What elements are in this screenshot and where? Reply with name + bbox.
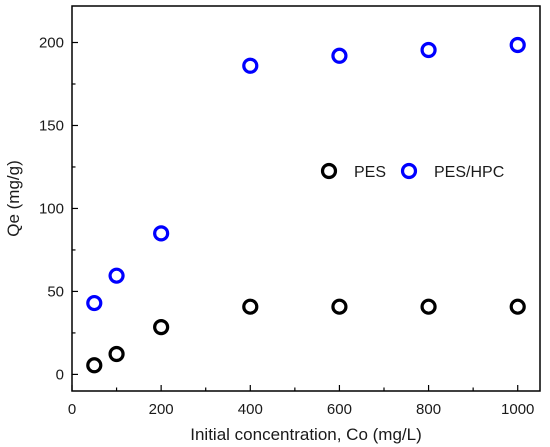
pes-hpc-data-point — [242, 57, 259, 74]
x-tick-label: 200 — [149, 401, 174, 418]
legend-marker-pes — [320, 162, 338, 180]
pes-hpc-data-point — [153, 225, 170, 242]
pes-hpc-data-point — [420, 41, 437, 59]
pes-data-point — [86, 357, 103, 374]
axis-ticks — [71, 41, 519, 391]
x-axis-label: Initial concentration, Co (mg/L) — [190, 425, 422, 444]
legend-label-pes: PES — [354, 164, 386, 181]
x-tick-label: 400 — [238, 401, 263, 418]
pes-hpc-data-point — [86, 294, 103, 312]
y-tick-label: 50 — [47, 283, 64, 300]
x-tick-label: 0 — [68, 401, 76, 418]
y-axis-label: Qe (mg/g) — [4, 160, 23, 237]
x-tick-label: 800 — [416, 401, 441, 418]
pes-data-point — [108, 345, 125, 363]
y-tick-label: 100 — [39, 200, 64, 217]
pes-hpc-data-point — [108, 267, 125, 284]
plot-frame — [71, 5, 541, 392]
pes-data-point — [509, 298, 526, 315]
pes-data-point — [242, 298, 259, 315]
data-points — [86, 36, 526, 374]
y-tick-label: 0 — [56, 366, 64, 383]
pes-hpc-data-point — [331, 47, 348, 64]
tick-labels: 0 200 400 600 800 1000 0 50 100 150 200 — [39, 35, 534, 418]
pes-data-point — [331, 298, 348, 315]
legend: PES PES/HPC — [320, 162, 504, 181]
x-tick-label: 600 — [327, 401, 352, 418]
pes-data-point — [153, 319, 170, 336]
pes-hpc-data-point — [509, 36, 526, 54]
y-tick-label: 150 — [39, 117, 64, 134]
y-tick-label: 200 — [39, 35, 64, 52]
legend-marker-pes-hpc — [400, 162, 418, 180]
pes-data-point — [420, 298, 437, 315]
legend-label-pes-hpc: PES/HPC — [434, 164, 504, 181]
x-tick-label: 1000 — [501, 401, 534, 418]
